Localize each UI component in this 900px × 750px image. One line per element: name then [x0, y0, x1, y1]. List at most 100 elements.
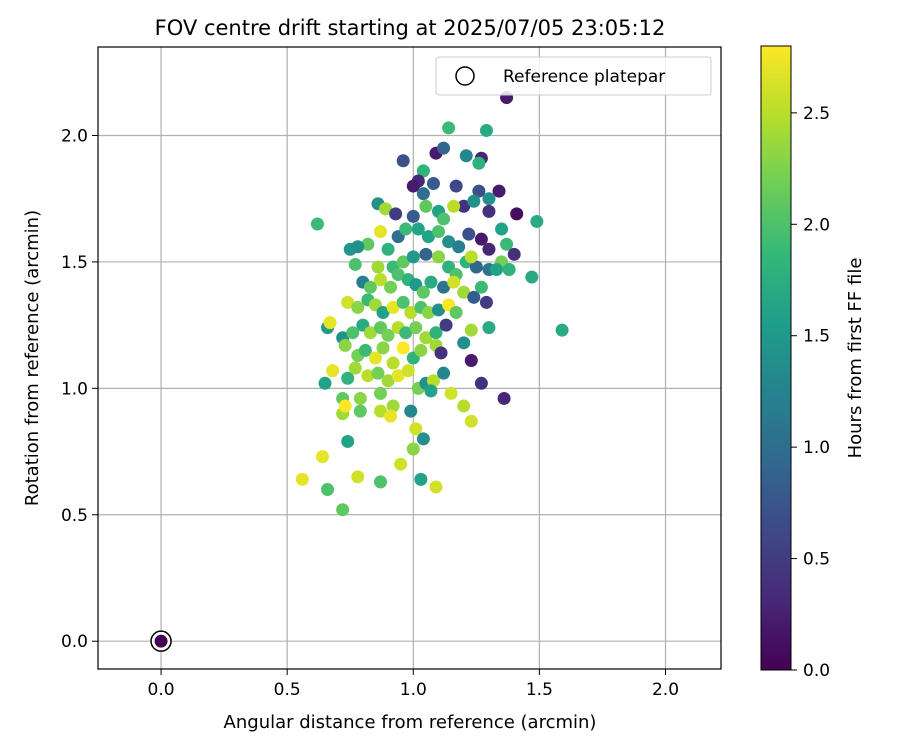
data-point: [452, 240, 466, 254]
data-point: [437, 280, 451, 294]
x-tick-label: 1.0: [400, 680, 427, 700]
data-point: [341, 295, 355, 309]
data-point: [396, 255, 410, 269]
data-point: [437, 141, 451, 155]
data-point: [295, 472, 309, 486]
data-point: [363, 326, 377, 340]
data-point: [379, 202, 393, 216]
data-point: [429, 480, 443, 494]
data-point: [409, 321, 423, 335]
data-point: [396, 295, 410, 309]
data-point: [482, 192, 496, 206]
data-point: [373, 273, 387, 287]
data-point: [421, 230, 435, 244]
data-point: [530, 214, 544, 228]
x-tick-label: 0.0: [148, 680, 175, 700]
data-point: [353, 391, 367, 405]
legend-marker: [455, 66, 475, 86]
data-point: [341, 434, 355, 448]
data-point: [434, 346, 448, 360]
data-point: [373, 225, 387, 239]
y-tick-label: 1.0: [61, 379, 88, 399]
data-point: [474, 376, 488, 390]
data-point: [373, 475, 387, 489]
data-point: [464, 414, 478, 428]
data-point: [401, 364, 415, 378]
data-point: [482, 242, 496, 256]
data-point: [371, 366, 385, 380]
colorbar-tick-label: 1.5: [803, 327, 830, 347]
data-point: [490, 263, 504, 277]
data-point: [447, 275, 461, 289]
data-point: [361, 369, 375, 383]
data-point: [424, 275, 438, 289]
data-point: [396, 154, 410, 168]
data-point: [432, 250, 446, 264]
data-point: [371, 260, 385, 274]
data-point: [472, 156, 486, 170]
data-point: [411, 222, 425, 236]
data-point: [497, 391, 511, 405]
data-point: [336, 503, 350, 517]
data-point: [444, 386, 458, 400]
data-point: [414, 343, 428, 357]
data-point: [457, 199, 471, 213]
colorbar-tick-label: 0.5: [803, 550, 830, 570]
data-point: [419, 247, 433, 261]
data-point: [510, 207, 524, 221]
data-point: [449, 179, 463, 193]
data-point: [474, 280, 488, 294]
data-point: [406, 250, 420, 264]
data-point: [351, 470, 365, 484]
data-point: [464, 354, 478, 368]
data-point: [459, 149, 473, 163]
data-point: [376, 305, 390, 319]
data-points: [295, 91, 569, 517]
colorbar-tick-label: 2.5: [803, 104, 830, 124]
data-point: [464, 250, 478, 264]
data-point: [338, 399, 352, 413]
colorbar-tick-label: 1.0: [803, 438, 830, 458]
legend-box: [435, 56, 712, 96]
data-point: [399, 326, 413, 340]
reference-marker-dot: [154, 634, 168, 648]
data-point: [421, 305, 435, 319]
data-point: [404, 305, 418, 319]
data-point: [384, 280, 398, 294]
data-point: [406, 442, 420, 456]
reference-point: [150, 630, 172, 652]
data-point: [432, 303, 446, 317]
data-point: [368, 351, 382, 365]
data-point: [358, 343, 372, 357]
data-point: [426, 374, 440, 388]
data-point: [457, 399, 471, 413]
x-tick-label: 2.0: [652, 680, 679, 700]
data-point: [323, 316, 337, 330]
data-point: [396, 341, 410, 355]
y-tick-label: 2.0: [61, 126, 88, 146]
data-point: [381, 328, 395, 342]
data-point: [469, 260, 483, 274]
data-point: [416, 285, 430, 299]
data-point: [495, 222, 509, 236]
data-point: [386, 300, 400, 314]
data-point: [426, 177, 440, 191]
data-point: [419, 199, 433, 213]
data-point: [419, 331, 433, 345]
data-point: [525, 270, 539, 284]
data-point: [391, 369, 405, 383]
data-point: [381, 374, 395, 388]
data-point: [409, 422, 423, 436]
data-point: [394, 457, 408, 471]
data-point: [406, 179, 420, 193]
data-point: [399, 222, 413, 236]
data-point: [373, 404, 387, 418]
data-point: [500, 237, 514, 251]
data-point: [326, 364, 340, 378]
data-point: [373, 386, 387, 400]
data-point: [502, 263, 516, 277]
data-point: [462, 227, 476, 241]
data-point: [447, 199, 461, 213]
data-point: [338, 338, 352, 352]
